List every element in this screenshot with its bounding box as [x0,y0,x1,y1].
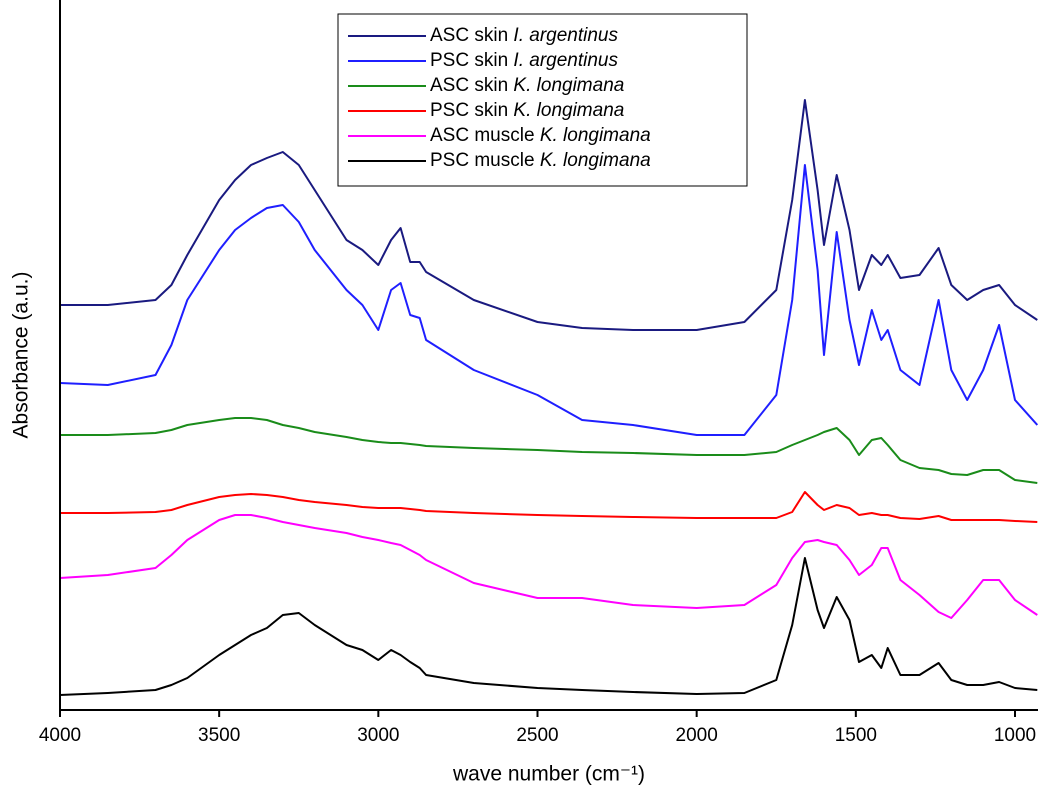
legend-label: PSC skin K. longimana [430,100,624,121]
legend: ASC skin I. argentinus PSC skin I. argent… [337,13,748,187]
y-axis-label: Absorbance (a.u.) [10,272,33,439]
spectrum-line [59,514,1038,619]
x-tick-label: 1000 [994,725,1036,746]
spectrum-line [60,99,1038,331]
spectrum-line [60,491,1038,523]
x-tick-label: 1500 [835,725,877,746]
x-tick-label: 2000 [676,725,718,746]
x-axis-label: wave number (cm⁻¹) [452,763,645,786]
legend-label: PSC muscle K. longimana [430,150,651,171]
x-tick-label: 2500 [516,725,558,746]
legend-box [337,13,748,187]
legend-label: ASC muscle K. longimana [430,125,651,146]
x-tick-label: 3000 [357,725,399,746]
legend-label: PSC skin I. argentinus [430,50,618,71]
legend-label: ASC skin K. longimana [430,75,624,96]
legend-label: ASC skin I. argentinus [430,25,618,46]
spectrum-line [60,417,1038,484]
spectrum-line [59,164,1038,436]
x-tick-label: 4000 [39,725,81,746]
x-tick-label: 3500 [198,725,240,746]
spectrum-line [59,557,1038,696]
